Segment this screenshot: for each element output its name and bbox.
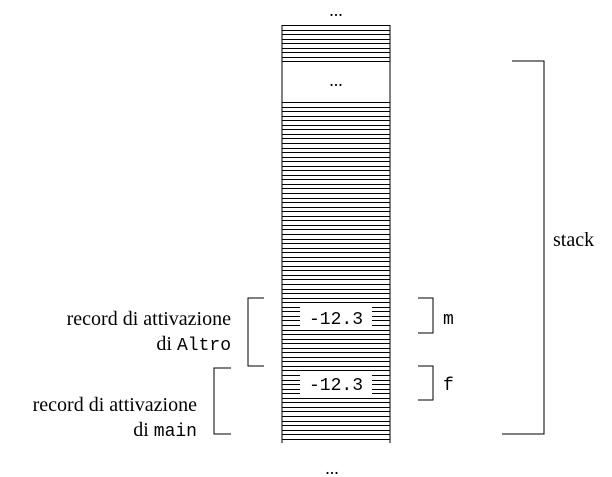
dots-inner: ...	[329, 70, 343, 90]
record-main-line1: record di attivazione	[33, 394, 197, 416]
cell-m-box	[300, 306, 372, 330]
record-main-line2: di main	[133, 419, 197, 442]
record-altro-func: Altro	[177, 336, 231, 356]
dots-top: ...	[329, 0, 343, 20]
cell-m-value: -12.3	[309, 310, 363, 330]
stack-bracket	[502, 60, 545, 435]
var-f-label: f	[443, 376, 454, 396]
stack-label: stack	[553, 229, 594, 251]
record-main-bracket	[213, 367, 231, 435]
record-altro-line2: di Altro	[156, 333, 231, 356]
dots-bottom: ...	[325, 458, 339, 477]
record-altro-bracket	[247, 297, 264, 367]
record-main-prefix: di	[133, 419, 154, 441]
cell-f-value: -12.3	[309, 376, 363, 396]
record-altro-prefix: di	[156, 333, 177, 355]
bracket-f	[418, 365, 434, 401]
record-altro-line1: record di attivazione	[67, 308, 231, 330]
cell-f-box	[300, 372, 372, 396]
record-main-func: main	[154, 422, 197, 442]
bracket-m	[418, 297, 434, 334]
var-m-label: m	[443, 310, 454, 330]
